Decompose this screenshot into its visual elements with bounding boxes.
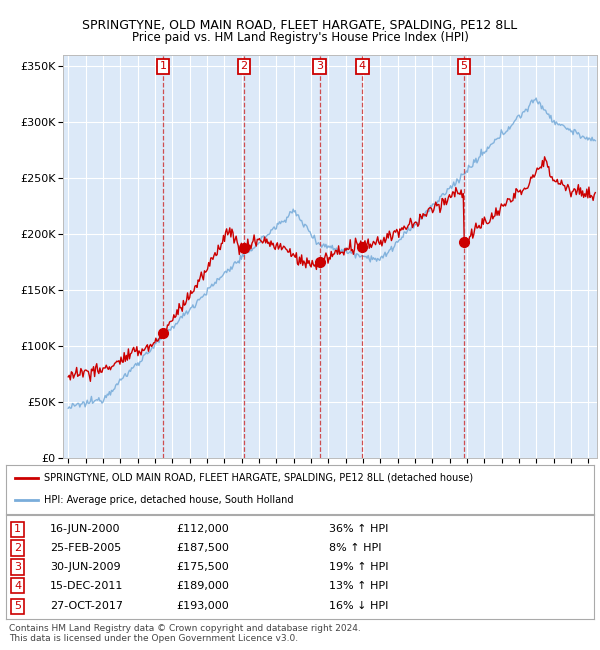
Text: 16-JUN-2000: 16-JUN-2000 xyxy=(50,525,121,534)
Text: 5: 5 xyxy=(14,601,21,611)
Text: 27-OCT-2017: 27-OCT-2017 xyxy=(50,601,123,611)
Text: 5: 5 xyxy=(460,62,467,72)
Text: 30-JUN-2009: 30-JUN-2009 xyxy=(50,562,121,572)
Text: HPI: Average price, detached house, South Holland: HPI: Average price, detached house, Sout… xyxy=(44,495,294,505)
Text: Price paid vs. HM Land Registry's House Price Index (HPI): Price paid vs. HM Land Registry's House … xyxy=(131,31,469,44)
Text: 4: 4 xyxy=(14,580,22,590)
Text: 2: 2 xyxy=(14,543,22,553)
Text: 36% ↑ HPI: 36% ↑ HPI xyxy=(329,525,389,534)
Text: Contains HM Land Registry data © Crown copyright and database right 2024.
This d: Contains HM Land Registry data © Crown c… xyxy=(9,624,361,644)
Text: 16% ↓ HPI: 16% ↓ HPI xyxy=(329,601,389,611)
Text: £175,500: £175,500 xyxy=(176,562,229,572)
Text: 3: 3 xyxy=(14,562,21,572)
Text: 1: 1 xyxy=(160,62,166,72)
Text: 2: 2 xyxy=(241,62,248,72)
Text: £112,000: £112,000 xyxy=(176,525,229,534)
Text: £189,000: £189,000 xyxy=(176,580,229,590)
Text: 4: 4 xyxy=(359,62,366,72)
Text: 25-FEB-2005: 25-FEB-2005 xyxy=(50,543,121,553)
Text: £193,000: £193,000 xyxy=(176,601,229,611)
Text: SPRINGTYNE, OLD MAIN ROAD, FLEET HARGATE, SPALDING, PE12 8LL (detached house): SPRINGTYNE, OLD MAIN ROAD, FLEET HARGATE… xyxy=(44,473,473,483)
Text: SPRINGTYNE, OLD MAIN ROAD, FLEET HARGATE, SPALDING, PE12 8LL: SPRINGTYNE, OLD MAIN ROAD, FLEET HARGATE… xyxy=(82,20,518,32)
Text: 13% ↑ HPI: 13% ↑ HPI xyxy=(329,580,389,590)
Text: 3: 3 xyxy=(316,62,323,72)
Text: £187,500: £187,500 xyxy=(176,543,229,553)
Text: 8% ↑ HPI: 8% ↑ HPI xyxy=(329,543,382,553)
Text: 15-DEC-2011: 15-DEC-2011 xyxy=(50,580,124,590)
Text: 1: 1 xyxy=(14,525,21,534)
Text: 19% ↑ HPI: 19% ↑ HPI xyxy=(329,562,389,572)
